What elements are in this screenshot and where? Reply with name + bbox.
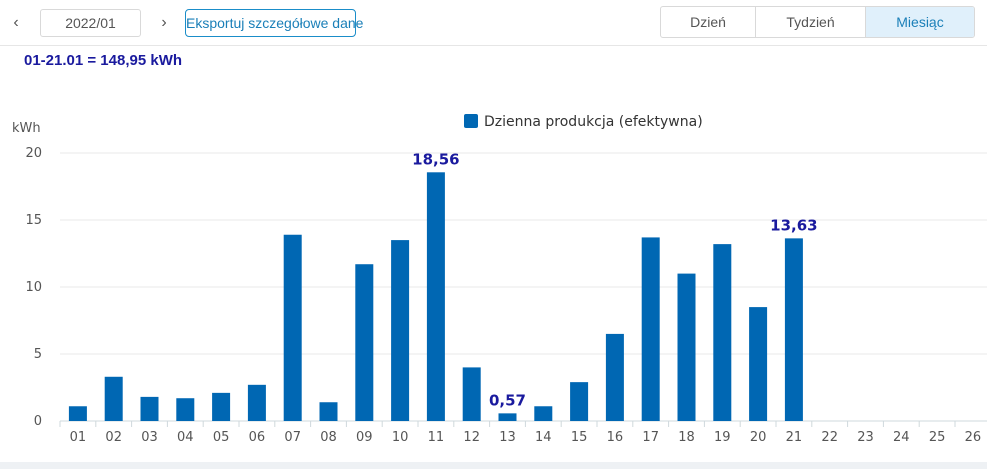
bar-day-20 [749, 307, 768, 421]
x-tick-label: 04 [177, 430, 194, 445]
bar-day-03 [140, 396, 159, 421]
chevron-left-icon[interactable]: ‹ [13, 14, 19, 31]
x-tick-label: 10 [392, 430, 409, 445]
bar-day-13 [498, 413, 517, 421]
x-tick-label: 20 [750, 430, 767, 445]
x-tick-label: 17 [642, 430, 659, 445]
bar-day-09 [355, 264, 374, 421]
x-tick-label: 08 [320, 430, 337, 445]
bar-day-15 [570, 382, 589, 421]
x-tick-label: 11 [428, 430, 445, 445]
bar-day-17 [641, 237, 660, 421]
tab-week[interactable]: Tydzień [756, 7, 866, 37]
x-tick-label: 26 [965, 430, 982, 445]
y-tick-label: 0 [34, 414, 42, 429]
x-tick-label: 22 [821, 430, 838, 445]
x-tick-label: 03 [141, 430, 158, 445]
x-tick-label: 07 [284, 430, 301, 445]
x-tick-label: 02 [105, 430, 122, 445]
bar-day-07 [283, 234, 302, 421]
x-tick-label: 05 [213, 430, 230, 445]
y-tick-label: 15 [25, 213, 42, 228]
bar-day-10 [391, 240, 410, 421]
bar-day-05 [212, 392, 231, 421]
x-tick-label: 13 [499, 430, 516, 445]
export-detailed-data-button[interactable]: Eksportuj szczegółowe dane [185, 9, 363, 37]
x-tick-label: 06 [249, 430, 266, 445]
x-tick-label: 15 [571, 430, 588, 445]
bar-day-19 [713, 244, 732, 421]
x-tick-label: 21 [786, 430, 803, 445]
x-tick-label: 18 [678, 430, 695, 445]
legend-label: Dzienna produkcja (efektywna) [484, 114, 703, 130]
x-tick-label: 23 [857, 430, 874, 445]
bar-day-04 [176, 398, 195, 421]
data-label: 13,63 [770, 216, 817, 234]
daily-production-chart: 0 5 10 15 20 kWh 01 02 03 04 05 06 07 08 09 10 11 12 13 14 1… [0, 100, 987, 462]
tab-month[interactable]: Miesiąc [866, 7, 974, 37]
bar-day-11 [426, 172, 445, 421]
bar-day-16 [605, 333, 624, 421]
x-tick-label: 14 [535, 430, 552, 445]
bar-day-08 [319, 402, 338, 421]
legend-swatch [464, 114, 478, 128]
y-tick-label: 10 [25, 280, 42, 295]
x-tick-label: 16 [607, 430, 624, 445]
y-tick-label: 20 [25, 146, 42, 161]
x-tick-label: 24 [893, 430, 910, 445]
x-tick-label: 19 [714, 430, 731, 445]
month-picker[interactable]: 2022/01 [40, 9, 141, 37]
data-label: 0,57 [489, 391, 526, 409]
tab-day[interactable]: Dzień [661, 7, 756, 37]
x-tick-label: 25 [929, 430, 946, 445]
bar-day-02 [104, 376, 123, 421]
toolbar: ‹ 2022/01 › Eksportuj szczegółowe dane D… [0, 0, 987, 46]
bar-day-06 [247, 384, 266, 421]
bar-day-18 [677, 273, 696, 421]
chevron-right-icon[interactable]: › [161, 14, 167, 31]
bar-day-14 [534, 406, 553, 421]
data-label: 18,56 [412, 150, 459, 168]
x-tick-label: 01 [70, 430, 87, 445]
bar-day-21 [784, 238, 803, 421]
y-tick-label: 5 [34, 347, 42, 362]
bar-day-12 [462, 367, 481, 421]
production-summary: 01-21.01 = 148,95 kWh [24, 52, 183, 69]
y-axis-label: kWh [12, 121, 41, 136]
range-tabs: Dzień Tydzień Miesiąc [660, 6, 975, 38]
x-tick-label: 12 [463, 430, 480, 445]
bar-day-01 [68, 406, 87, 421]
x-tick-label: 09 [356, 430, 373, 445]
bottom-strip [0, 462, 987, 469]
